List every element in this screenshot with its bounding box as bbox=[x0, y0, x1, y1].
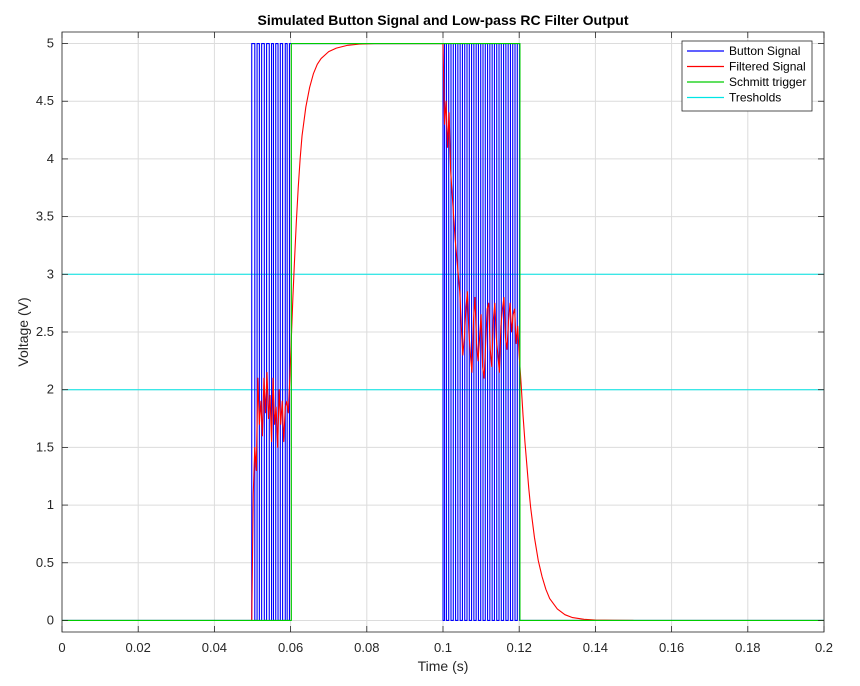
y-axis-ticks: 0 0.5 1 1.5 2 2.5 3 3.5 4 4.5 5 bbox=[36, 36, 824, 627]
x-tick-label: 0.12 bbox=[507, 640, 532, 655]
y-tick-label: 3 bbox=[47, 266, 54, 281]
x-tick-label: 0.18 bbox=[735, 640, 760, 655]
legend-label: Filtered Signal bbox=[729, 60, 806, 74]
x-axis-label: Time (s) bbox=[418, 658, 469, 674]
x-tick-label: 0 bbox=[58, 640, 65, 655]
x-tick-label: 0.04 bbox=[202, 640, 227, 655]
x-axis-ticks: 0 0.02 0.04 0.06 0.08 0.1 0.12 0.14 0.16 0.18 0.2 bbox=[58, 32, 833, 655]
y-axis-label: Voltage (V) bbox=[15, 297, 31, 366]
legend-label: Button Signal bbox=[729, 44, 800, 58]
legend-box bbox=[681, 40, 813, 112]
y-tick-label: 1.5 bbox=[36, 439, 54, 454]
y-tick-label: 0 bbox=[47, 612, 54, 627]
y-tick-label: 5 bbox=[47, 36, 54, 51]
y-tick-label: 2.5 bbox=[36, 324, 54, 339]
x-tick-label: 0.16 bbox=[659, 640, 684, 655]
y-tick-label: 4 bbox=[47, 151, 54, 166]
series-lines bbox=[62, 42, 824, 622]
x-tick-label: 0.14 bbox=[583, 640, 608, 655]
legend-label: Tresholds bbox=[729, 91, 781, 105]
y-tick-label: 2 bbox=[47, 382, 54, 397]
x-tick-label: 0.08 bbox=[354, 640, 379, 655]
x-tick-label: 0.1 bbox=[434, 640, 452, 655]
button-signal-line bbox=[62, 42, 824, 622]
schmitt-trigger-line bbox=[62, 42, 824, 622]
x-tick-label: 0.02 bbox=[126, 640, 151, 655]
y-tick-label: 0.5 bbox=[36, 555, 54, 570]
y-tick-label: 4.5 bbox=[36, 93, 54, 108]
chart-title: Simulated Button Signal and Low-pass RC … bbox=[258, 12, 629, 28]
filtered-signal-line bbox=[251, 42, 634, 622]
y-tick-label: 1 bbox=[47, 497, 54, 512]
x-tick-label: 0.06 bbox=[278, 640, 303, 655]
legend-label: Schmitt trigger bbox=[729, 75, 806, 89]
x-tick-label: 0.2 bbox=[815, 640, 833, 655]
y-tick-label: 3.5 bbox=[36, 209, 54, 224]
